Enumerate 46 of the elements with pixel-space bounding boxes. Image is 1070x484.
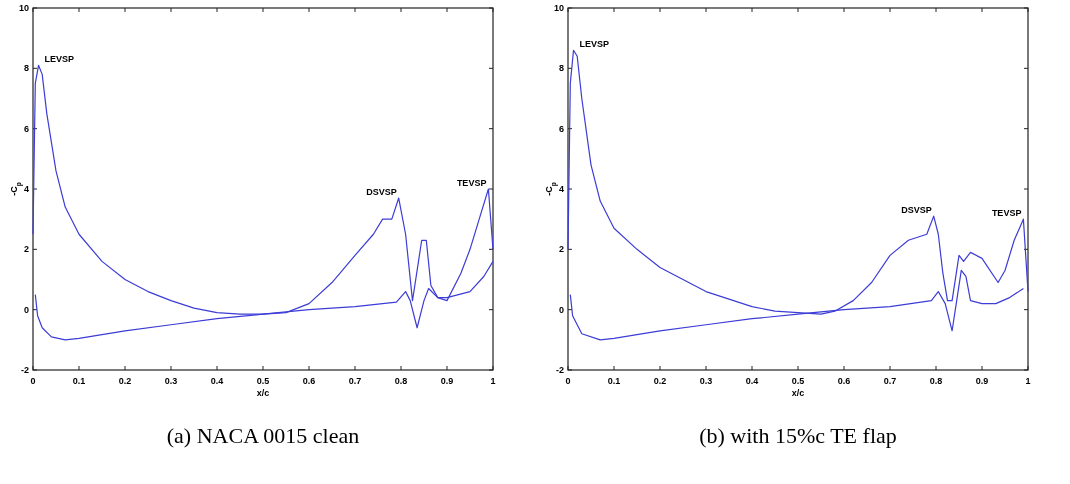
x-tick-label: 0.2 (653, 376, 667, 386)
y-tick-label: 8 (23, 63, 29, 74)
y-tick-label: 2 (558, 244, 564, 255)
text: (a) NACA 0015 clean (166, 423, 360, 448)
x-tick-label: 0.6 (302, 376, 316, 386)
y-tick-label: 8 (558, 63, 564, 74)
annotation: LEVSP (579, 39, 610, 50)
x-tick-label: 1 (490, 376, 496, 386)
y-tick-label: 2 (23, 244, 29, 255)
text: (b) with 15%c TE flap (699, 423, 897, 448)
annotation: TEVSP (991, 208, 1022, 219)
x-tick-label: 0.9 (975, 376, 989, 386)
x-axis-title: x/c (791, 388, 805, 398)
x-tick-label: 0.4 (745, 376, 759, 386)
annotation: LEVSP (44, 54, 75, 65)
x-tick-label: 0.9 (440, 376, 454, 386)
x-tick-label: 0.8 (929, 376, 943, 386)
x-tick-label: 0.5 (256, 376, 270, 386)
y-tick-label: 10 (18, 3, 29, 13)
x-tick-label: 0.1 (72, 376, 86, 386)
y-tick-label: -2 (555, 365, 564, 375)
x-tick-label: 0.4 (210, 376, 224, 386)
x-tick-label: 1 (1025, 376, 1031, 386)
x-tick-label: 0.8 (394, 376, 408, 386)
annotation: DSVSP (901, 205, 932, 216)
x-tick-label: 0 (30, 376, 36, 386)
x-tick-label: 0.6 (837, 376, 851, 386)
x-tick-label: 0 (565, 376, 571, 386)
x-tick-label: 0.1 (607, 376, 621, 386)
y-tick-label: 6 (23, 123, 29, 134)
x-tick-label: 0.3 (699, 376, 713, 386)
annotation: DSVSP (366, 187, 397, 198)
y-tick-label: 4 (558, 184, 564, 194)
annotation: TEVSP (456, 178, 487, 188)
x-tick-label: 0.7 (348, 376, 362, 386)
y-tick-label: 4 (23, 184, 29, 194)
x-tick-label: 0.3 (164, 376, 178, 386)
y-tick-label: 6 (558, 123, 564, 134)
y-tick-label: 0 (558, 304, 564, 315)
x-tick-label: 0.7 (883, 376, 897, 386)
y-tick-label: 0 (23, 304, 29, 315)
y-tick-label: 10 (553, 3, 564, 13)
x-tick-label: 0.5 (791, 376, 805, 386)
x-axis-title: x/c (256, 388, 270, 398)
x-tick-label: 0.2 (118, 376, 132, 386)
y-tick-label: -2 (20, 365, 29, 375)
